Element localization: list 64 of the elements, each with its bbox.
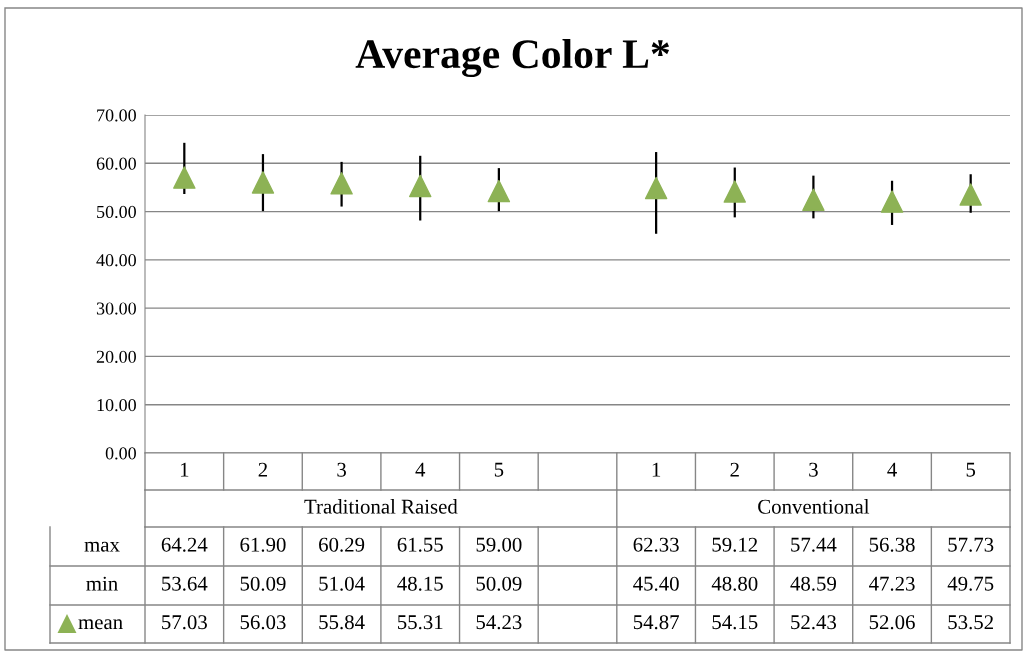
data-label: 56.03 <box>240 615 286 630</box>
text: 57.44 <box>791 537 837 552</box>
y-tick-label: 40.00 <box>96 254 136 267</box>
text: 49.75 <box>947 576 994 591</box>
text: 61.55 <box>397 537 443 552</box>
chart-title: Average Color L* <box>355 38 670 78</box>
y-tick-label: 70.00 <box>97 109 136 122</box>
legend-label: mean <box>78 619 123 630</box>
text: 50.09 <box>476 576 522 591</box>
text: 50.09 <box>240 576 286 591</box>
x-tick-label: 5 <box>494 462 504 477</box>
text: 47.23 <box>869 576 915 591</box>
point <box>251 171 275 194</box>
point <box>723 180 746 203</box>
y-tick-label: 50.00 <box>97 205 136 219</box>
y-tick-label: 10.00 <box>97 398 136 412</box>
x-tick-label: 4 <box>887 462 897 477</box>
text: 60.29 <box>319 537 365 552</box>
point <box>880 190 904 213</box>
text: max <box>84 541 120 552</box>
y-tick-label: 0.00 <box>105 447 136 460</box>
data-label: 54.87 <box>633 615 679 630</box>
data-label: 55.84 <box>319 615 365 630</box>
text: 59.00 <box>476 537 522 552</box>
text: 53.64 <box>162 576 208 591</box>
x-tick-label: 3 <box>809 462 818 477</box>
text: 48.80 <box>711 576 758 591</box>
x-tick-label: 2 <box>730 462 739 477</box>
x-tick-label: 1 <box>180 462 189 477</box>
data-label: 52.06 <box>869 615 915 630</box>
text: min <box>86 576 118 591</box>
data-label: 57.03 <box>162 615 207 630</box>
text: 48.15 <box>397 576 443 591</box>
y-tick-label: 60.00 <box>96 157 136 170</box>
data-label: 54.23 <box>476 615 522 630</box>
point <box>409 174 432 198</box>
text: 48.59 <box>790 576 836 591</box>
text: 59.12 <box>712 537 758 552</box>
text: 45.40 <box>633 576 679 591</box>
data-label: 52.43 <box>791 615 837 630</box>
text: 61.90 <box>240 537 286 552</box>
text: Conventional <box>758 499 870 514</box>
data-label: 55.31 <box>398 615 443 630</box>
text: 57.73 <box>948 537 994 552</box>
x-tick-label: 4 <box>415 462 426 477</box>
point <box>173 166 196 189</box>
text: 51.04 <box>319 576 365 591</box>
x-tick-label: 5 <box>966 462 976 477</box>
data-label: 53.52 <box>948 615 993 630</box>
point <box>959 183 982 206</box>
y-tick-label: 30.00 <box>96 302 136 315</box>
y-tick-label: 20.00 <box>96 350 136 363</box>
point <box>487 179 511 203</box>
x-tick-label: 1 <box>652 462 661 477</box>
text: 64.24 <box>161 537 208 552</box>
point <box>330 172 353 195</box>
x-tick-label: 2 <box>258 462 268 477</box>
text: 56.38 <box>869 537 915 552</box>
point <box>802 188 825 212</box>
x-tick-label: 3 <box>337 462 346 477</box>
point <box>644 176 668 200</box>
data-label: 54.15 <box>712 615 758 630</box>
text: Traditional Raised <box>304 499 458 514</box>
text: 62.33 <box>633 537 679 552</box>
